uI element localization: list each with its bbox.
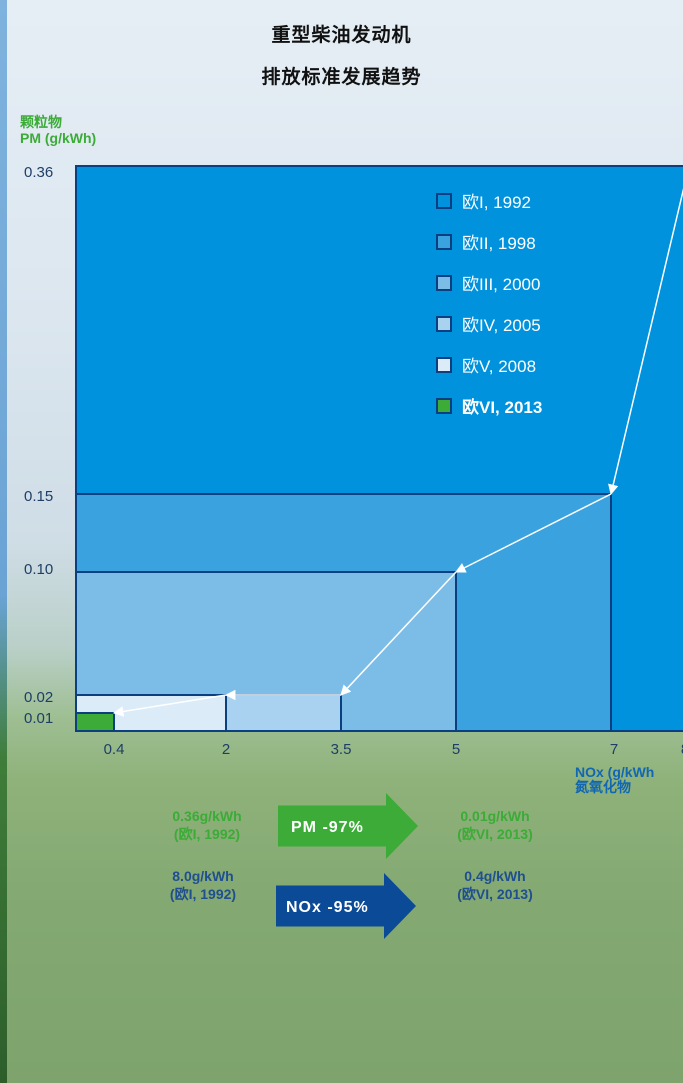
legend-item-euro2: 欧II, 1998 bbox=[436, 229, 536, 254]
legend-item-euro3: 欧III, 2000 bbox=[436, 270, 540, 295]
y-tick-label: 0.01 bbox=[24, 710, 53, 727]
pm-to-label: (欧VI, 2013) bbox=[440, 825, 550, 843]
y-tick-label: 0.15 bbox=[24, 488, 53, 505]
legend-label: 欧III, 2000 bbox=[462, 270, 540, 295]
legend-item-euro5: 欧V, 2008 bbox=[436, 352, 536, 377]
legend-item-euro4: 欧IV, 2005 bbox=[436, 311, 541, 336]
nox-from-label: (欧I, 1992) bbox=[148, 885, 258, 903]
pm-to-text: 0.01g/kWh (欧VI, 2013) bbox=[440, 807, 550, 843]
y-tick-label: 0.10 bbox=[24, 561, 53, 578]
legend-item-euro6: 欧VI, 2013 bbox=[436, 393, 542, 418]
y-tick-label: 0.36 bbox=[24, 164, 53, 181]
x-tick-label: 2 bbox=[222, 741, 230, 758]
legend-label: 欧VI, 2013 bbox=[462, 393, 542, 418]
standard-area bbox=[76, 713, 114, 731]
legend-label: 欧II, 1998 bbox=[462, 229, 536, 254]
legend-swatch bbox=[436, 193, 452, 209]
nox-to-value: 0.4g/kWh bbox=[440, 867, 550, 885]
pm-from-text: 0.36g/kWh (欧I, 1992) bbox=[152, 807, 262, 843]
legend-label: 欧IV, 2005 bbox=[462, 311, 541, 336]
x-axis-label-en: NOx (g/kWh bbox=[575, 765, 654, 780]
nox-to-text: 0.4g/kWh (欧VI, 2013) bbox=[440, 867, 550, 903]
x-tick-label: 5 bbox=[452, 741, 460, 758]
legend-swatch bbox=[436, 357, 452, 373]
legend-item-euro1: 欧I, 1992 bbox=[436, 188, 531, 213]
nox-reduction-label: NOx -95% bbox=[286, 899, 369, 916]
x-axis-label-cn: 氮氧化物 bbox=[575, 780, 631, 795]
x-tick-label: 3.5 bbox=[331, 741, 352, 758]
pm-reduction-label: PM -97% bbox=[291, 819, 364, 836]
legend-swatch bbox=[436, 316, 452, 332]
y-tick-label: 0.02 bbox=[24, 689, 53, 706]
legend-swatch bbox=[436, 398, 452, 414]
legend-label: 欧V, 2008 bbox=[462, 352, 536, 377]
pm-from-label: (欧I, 1992) bbox=[152, 825, 262, 843]
nox-to-label: (欧VI, 2013) bbox=[440, 885, 550, 903]
x-tick-label: 7 bbox=[610, 741, 618, 758]
x-tick-label: 0.4 bbox=[104, 741, 125, 758]
legend-label: 欧I, 1992 bbox=[462, 188, 531, 213]
pm-to-value: 0.01g/kWh bbox=[440, 807, 550, 825]
legend-swatch bbox=[436, 275, 452, 291]
nox-from-text: 8.0g/kWh (欧I, 1992) bbox=[148, 867, 258, 903]
legend-swatch bbox=[436, 234, 452, 250]
nox-from-value: 8.0g/kWh bbox=[148, 867, 258, 885]
pm-from-value: 0.36g/kWh bbox=[152, 807, 262, 825]
